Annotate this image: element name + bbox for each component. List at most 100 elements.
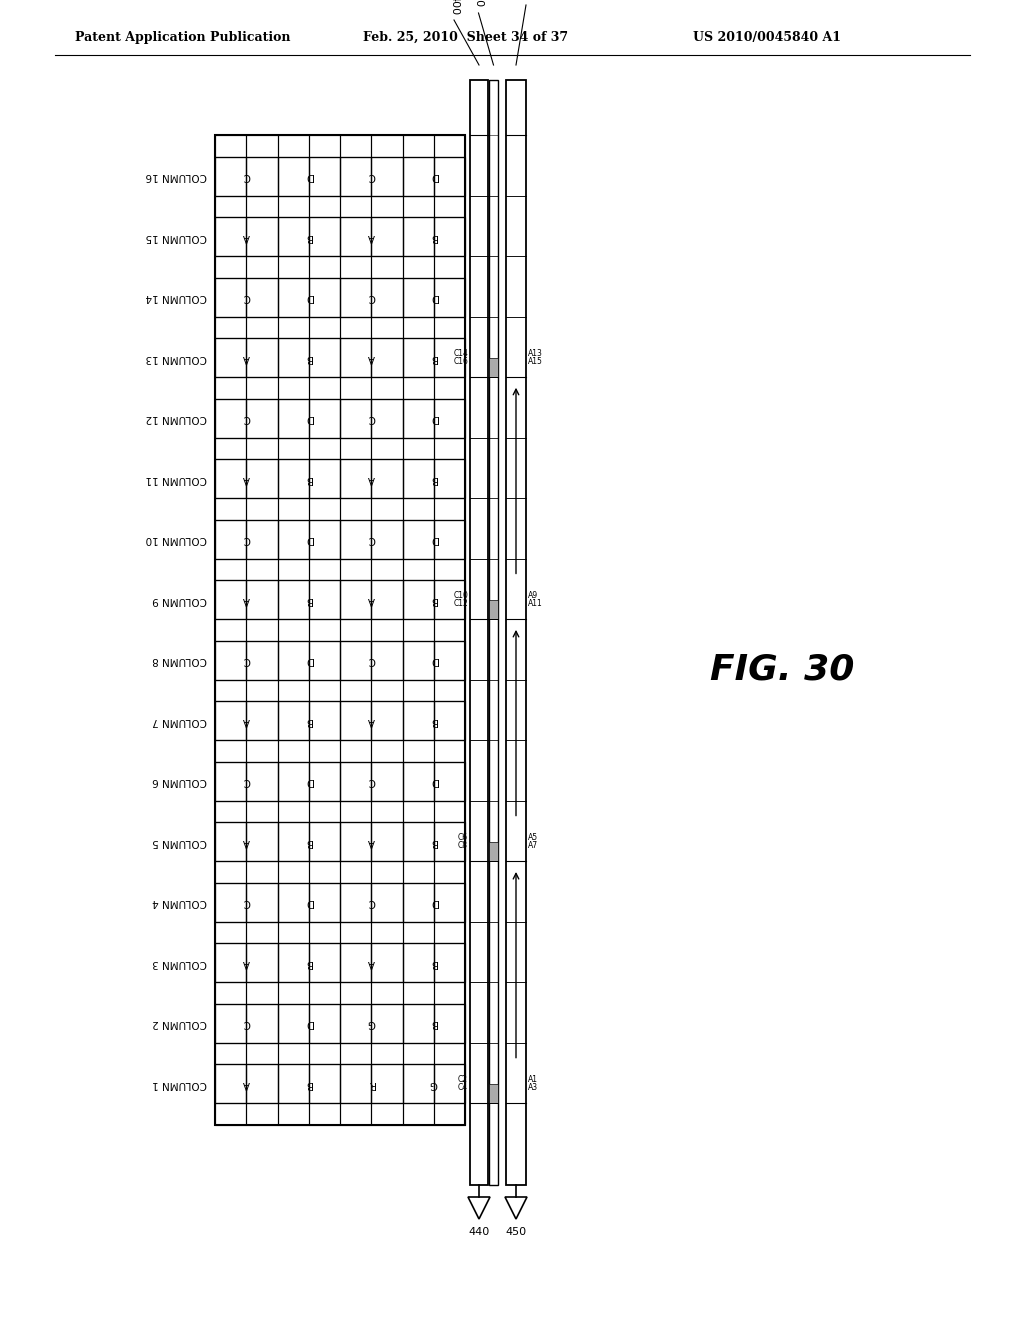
Text: G: G bbox=[368, 1019, 376, 1028]
Bar bbox=[372, 135, 402, 157]
Bar bbox=[340, 216, 372, 256]
Bar bbox=[278, 135, 309, 157]
Text: A5: A5 bbox=[528, 833, 539, 842]
Bar bbox=[434, 135, 465, 157]
Bar bbox=[278, 338, 309, 378]
Bar bbox=[402, 338, 434, 378]
Bar bbox=[434, 157, 465, 195]
Bar bbox=[434, 762, 465, 801]
Bar bbox=[246, 921, 278, 944]
Text: COLUMN 9: COLUMN 9 bbox=[153, 595, 207, 605]
Bar bbox=[340, 1005, 372, 1043]
Text: C: C bbox=[368, 413, 375, 424]
Bar bbox=[372, 944, 402, 982]
Bar bbox=[372, 801, 402, 822]
Bar bbox=[372, 982, 402, 1005]
Bar bbox=[246, 1104, 278, 1125]
Bar bbox=[278, 1064, 309, 1104]
Bar bbox=[402, 640, 434, 680]
Bar bbox=[278, 498, 309, 520]
Bar bbox=[489, 842, 498, 861]
Bar bbox=[340, 498, 372, 520]
Text: A: A bbox=[243, 231, 250, 242]
Bar bbox=[246, 277, 278, 317]
Bar bbox=[309, 762, 340, 801]
Bar bbox=[215, 195, 246, 216]
Bar bbox=[340, 399, 372, 438]
Bar bbox=[372, 680, 402, 701]
Bar bbox=[309, 741, 340, 762]
Bar bbox=[340, 921, 372, 944]
Text: COLUMN 2: COLUMN 2 bbox=[153, 1019, 207, 1028]
Bar bbox=[434, 195, 465, 216]
Text: D: D bbox=[430, 292, 437, 302]
Bar bbox=[278, 558, 309, 581]
Text: A9: A9 bbox=[528, 591, 539, 601]
Text: C: C bbox=[368, 898, 375, 907]
Bar bbox=[340, 741, 372, 762]
Bar bbox=[489, 1084, 498, 1104]
Bar bbox=[246, 438, 278, 459]
Bar bbox=[278, 619, 309, 640]
Bar bbox=[246, 256, 278, 277]
Text: C: C bbox=[243, 172, 250, 181]
Text: D: D bbox=[430, 776, 437, 787]
Bar bbox=[215, 277, 246, 317]
Bar bbox=[340, 256, 372, 277]
Bar bbox=[278, 861, 309, 883]
Bar bbox=[215, 581, 246, 619]
Text: A7: A7 bbox=[528, 841, 539, 850]
Bar bbox=[278, 883, 309, 921]
Text: C: C bbox=[368, 655, 375, 665]
Bar bbox=[434, 399, 465, 438]
Bar bbox=[278, 1005, 309, 1043]
Text: D: D bbox=[305, 1019, 312, 1028]
Bar bbox=[309, 399, 340, 438]
Bar bbox=[278, 982, 309, 1005]
Bar bbox=[340, 701, 372, 741]
Bar bbox=[402, 680, 434, 701]
Bar bbox=[402, 1064, 434, 1104]
Text: B: B bbox=[430, 474, 437, 483]
Bar bbox=[246, 861, 278, 883]
Bar bbox=[278, 1104, 309, 1125]
Bar bbox=[372, 883, 402, 921]
Bar bbox=[402, 944, 434, 982]
Bar bbox=[246, 157, 278, 195]
Bar bbox=[309, 640, 340, 680]
Bar bbox=[246, 701, 278, 741]
Bar bbox=[340, 438, 372, 459]
Bar bbox=[215, 1043, 246, 1064]
Bar bbox=[340, 944, 372, 982]
Bar bbox=[434, 438, 465, 459]
Bar bbox=[372, 921, 402, 944]
Bar bbox=[372, 157, 402, 195]
Text: A11: A11 bbox=[528, 599, 543, 609]
Bar bbox=[489, 599, 498, 619]
Text: C: C bbox=[368, 292, 375, 302]
Bar bbox=[402, 982, 434, 1005]
Bar bbox=[340, 558, 372, 581]
Bar bbox=[215, 701, 246, 741]
Text: D: D bbox=[430, 898, 437, 907]
Bar bbox=[246, 1043, 278, 1064]
Bar bbox=[215, 135, 465, 1125]
Bar bbox=[340, 581, 372, 619]
Bar bbox=[340, 1043, 372, 1064]
Bar bbox=[278, 438, 309, 459]
Text: C10: C10 bbox=[454, 591, 468, 601]
Bar bbox=[434, 256, 465, 277]
Bar bbox=[340, 277, 372, 317]
Bar bbox=[278, 822, 309, 861]
Text: US 2010/0045840 A1: US 2010/0045840 A1 bbox=[693, 30, 841, 44]
Bar bbox=[434, 883, 465, 921]
Bar bbox=[246, 317, 278, 338]
Bar bbox=[434, 1104, 465, 1125]
Bar bbox=[434, 520, 465, 558]
Text: A: A bbox=[243, 595, 250, 605]
Text: A: A bbox=[368, 474, 375, 483]
Bar bbox=[309, 883, 340, 921]
Bar bbox=[215, 921, 246, 944]
Bar bbox=[309, 498, 340, 520]
Text: B: B bbox=[430, 1019, 437, 1028]
